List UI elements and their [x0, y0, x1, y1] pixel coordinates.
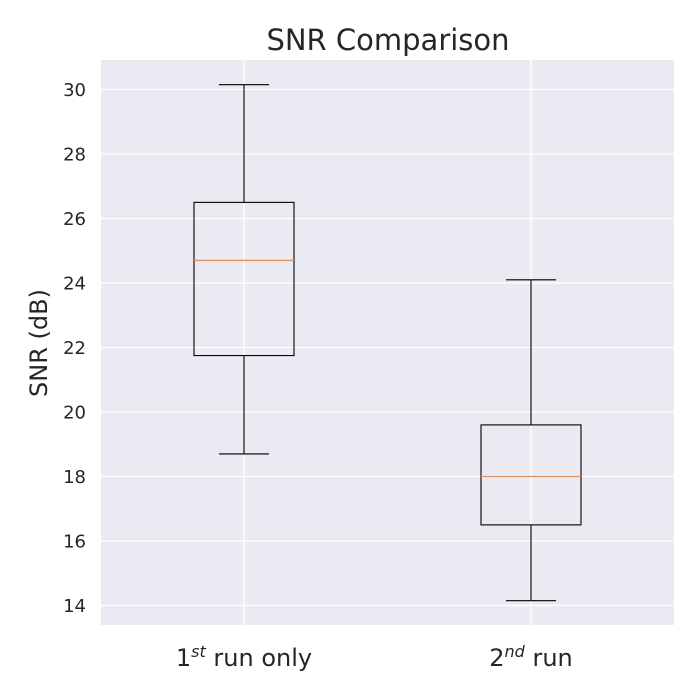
y-tick-label: 22 — [63, 338, 86, 359]
y-tick-label: 28 — [63, 145, 86, 166]
grid-lines — [101, 60, 674, 625]
y-tick-label: 24 — [63, 274, 86, 295]
box-group — [193, 84, 295, 455]
iqr-box — [480, 424, 582, 526]
box-group — [480, 279, 582, 602]
y-tick-label: 26 — [63, 209, 86, 230]
y-tick-label: 14 — [63, 596, 86, 617]
y-axis-ticks: 14 16 18 20 22 24 26 28 30 — [63, 80, 86, 617]
iqr-box — [193, 201, 295, 357]
y-tick-label: 30 — [63, 80, 86, 101]
x-tick-label: 2nd run — [489, 642, 573, 672]
x-tick-label: 1st run only — [176, 642, 312, 672]
y-tick-label: 18 — [63, 467, 86, 488]
y-tick-label: 20 — [63, 403, 86, 424]
boxes — [193, 84, 582, 602]
y-axis-label: SNR (dB) — [25, 289, 53, 397]
chart-title: SNR Comparison — [266, 23, 509, 57]
x-axis-ticks: 1st run only 2nd run — [176, 642, 573, 672]
plot-area — [101, 60, 674, 625]
y-tick-label: 16 — [63, 532, 86, 553]
